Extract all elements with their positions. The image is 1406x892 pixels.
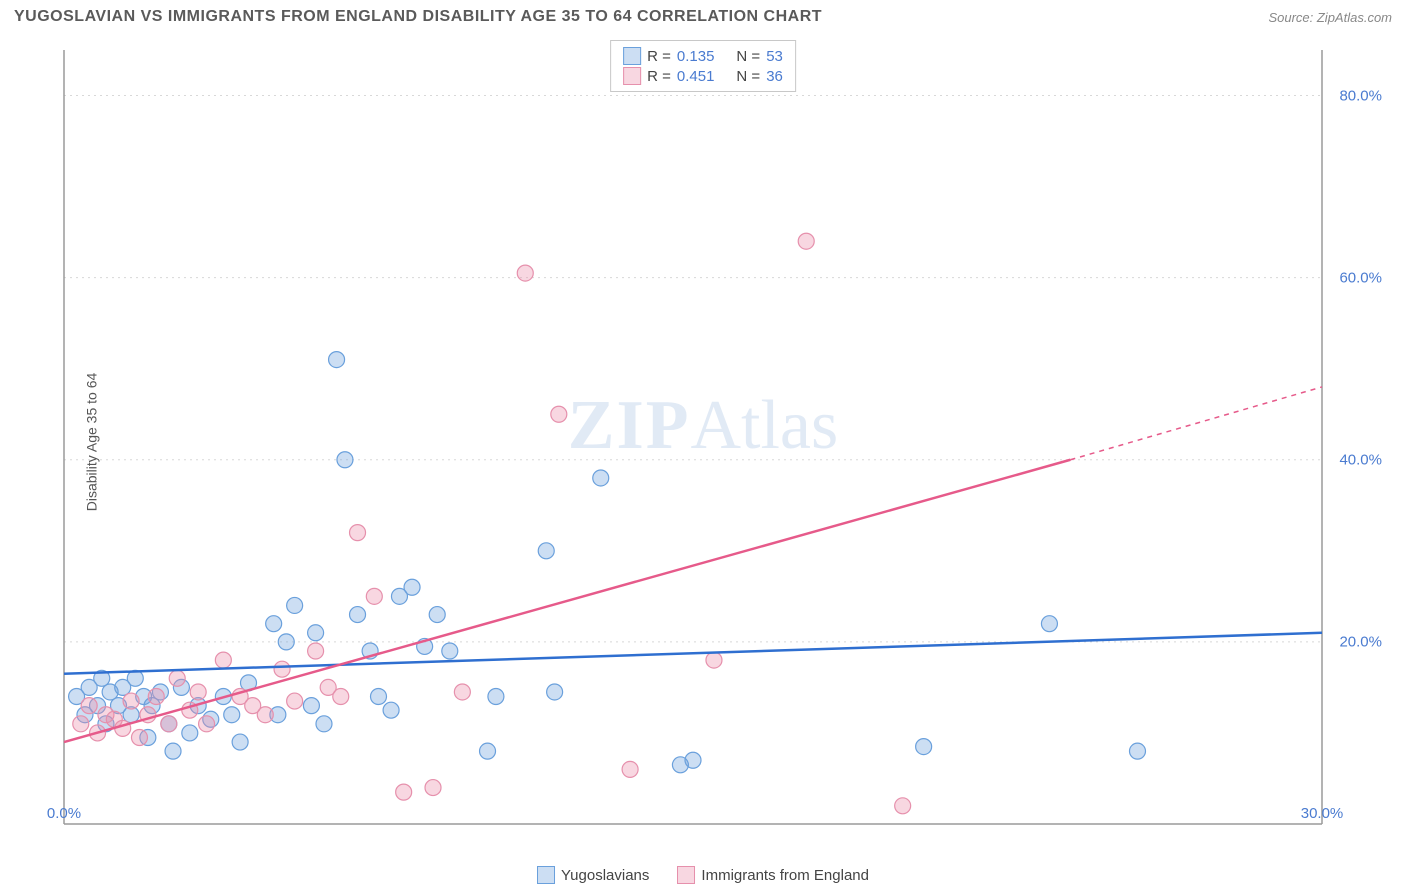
data-point: [488, 689, 504, 705]
data-point: [123, 693, 139, 709]
r-label: R =: [647, 48, 671, 65]
y-tick-label: 20.0%: [1339, 633, 1382, 650]
data-point: [131, 729, 147, 745]
legend-label: Immigrants from England: [701, 867, 869, 884]
data-point: [303, 698, 319, 714]
data-point: [287, 597, 303, 613]
data-point: [329, 352, 345, 368]
data-point: [274, 661, 290, 677]
legend-swatch: [623, 67, 641, 85]
data-point: [287, 693, 303, 709]
data-point: [685, 752, 701, 768]
data-point: [425, 780, 441, 796]
data-point: [350, 525, 366, 541]
chart-title: YUGOSLAVIAN VS IMMIGRANTS FROM ENGLAND D…: [14, 8, 822, 26]
data-point: [916, 739, 932, 755]
legend-swatch: [677, 866, 695, 884]
data-point: [366, 588, 382, 604]
trend-line: [64, 460, 1070, 742]
scatter-chart: [14, 40, 1392, 844]
data-point: [190, 684, 206, 700]
data-point: [442, 643, 458, 659]
data-point: [337, 452, 353, 468]
n-label: N =: [736, 68, 760, 85]
data-point: [278, 634, 294, 650]
data-point: [1041, 616, 1057, 632]
y-axis-label: Disability Age 35 to 64: [83, 373, 99, 512]
data-point: [480, 743, 496, 759]
data-point: [165, 743, 181, 759]
r-value: 0.451: [677, 68, 715, 85]
data-point: [308, 643, 324, 659]
r-label: R =: [647, 68, 671, 85]
data-point: [1129, 743, 1145, 759]
x-tick-label: 0.0%: [47, 805, 81, 822]
data-point: [169, 670, 185, 686]
data-point: [333, 689, 349, 705]
data-point: [383, 702, 399, 718]
y-tick-label: 80.0%: [1339, 87, 1382, 104]
data-point: [429, 607, 445, 623]
trend-line: [64, 633, 1322, 674]
data-point: [895, 798, 911, 814]
data-point: [404, 579, 420, 595]
r-value: 0.135: [677, 48, 715, 65]
data-point: [622, 761, 638, 777]
data-point: [798, 233, 814, 249]
data-point: [593, 470, 609, 486]
data-point: [81, 698, 97, 714]
legend-item: Yugoslavians: [537, 866, 649, 884]
data-point: [257, 707, 273, 723]
legend-item: Immigrants from England: [677, 866, 869, 884]
legend-label: Yugoslavians: [561, 867, 649, 884]
data-point: [148, 689, 164, 705]
legend-stats: R = 0.135 N = 53 R = 0.451 N = 36: [610, 40, 796, 92]
n-value: 36: [766, 68, 783, 85]
data-point: [161, 716, 177, 732]
data-point: [551, 406, 567, 422]
data-point: [199, 716, 215, 732]
data-point: [232, 734, 248, 750]
legend-stat-row: R = 0.135 N = 53: [623, 47, 783, 65]
legend-swatch: [537, 866, 555, 884]
data-point: [182, 725, 198, 741]
chart-header: YUGOSLAVIAN VS IMMIGRANTS FROM ENGLAND D…: [0, 0, 1406, 30]
data-point: [396, 784, 412, 800]
data-point: [371, 689, 387, 705]
trend-line-extrapolated: [1070, 387, 1322, 460]
data-point: [224, 707, 240, 723]
data-point: [266, 616, 282, 632]
n-value: 53: [766, 48, 783, 65]
chart-area: Disability Age 35 to 64 ZIPAtlas R = 0.1…: [14, 40, 1392, 844]
y-tick-label: 40.0%: [1339, 451, 1382, 468]
data-point: [215, 652, 231, 668]
legend-stat-row: R = 0.451 N = 36: [623, 67, 783, 85]
legend-swatch: [623, 47, 641, 65]
legend-series: Yugoslavians Immigrants from England: [537, 866, 869, 884]
data-point: [73, 716, 89, 732]
data-point: [350, 607, 366, 623]
x-tick-label: 30.0%: [1301, 805, 1344, 822]
data-point: [454, 684, 470, 700]
y-tick-label: 60.0%: [1339, 269, 1382, 286]
data-point: [538, 543, 554, 559]
data-point: [308, 625, 324, 641]
data-point: [517, 265, 533, 281]
source-label: Source: ZipAtlas.com: [1268, 10, 1392, 25]
data-point: [547, 684, 563, 700]
n-label: N =: [736, 48, 760, 65]
data-point: [706, 652, 722, 668]
data-point: [316, 716, 332, 732]
